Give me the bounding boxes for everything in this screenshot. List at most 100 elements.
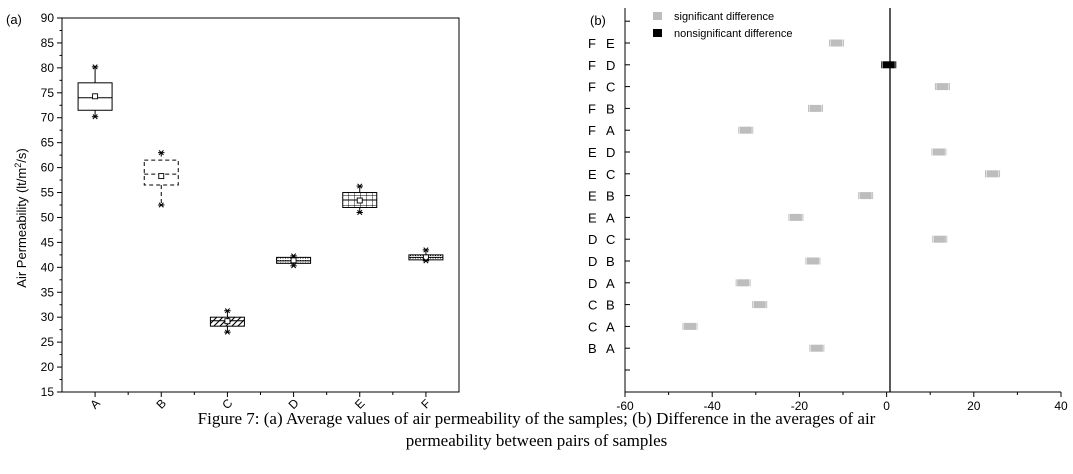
- pair-label-second: A: [606, 123, 615, 138]
- pair-label-second: B: [606, 189, 615, 204]
- significant-marker: [809, 104, 822, 112]
- pair-label-first: C: [588, 319, 597, 334]
- y-tick-label: 75: [41, 86, 55, 100]
- y-tick-label: 45: [41, 235, 55, 249]
- significant-marker: [830, 39, 843, 47]
- pair-label-second: B: [606, 101, 615, 116]
- max-marker: [158, 150, 165, 156]
- x-tick-label: 0: [883, 399, 890, 413]
- max-marker: [422, 247, 430, 253]
- box-A: [77, 64, 113, 120]
- significant-marker: [789, 213, 802, 221]
- y-tick-label: 35: [41, 285, 55, 299]
- pair-label-second: A: [606, 319, 615, 334]
- pair-label-first: B: [588, 341, 597, 356]
- significant-marker: [936, 83, 949, 91]
- y-tick-label: 50: [41, 210, 55, 224]
- significant-marker: [739, 126, 752, 134]
- pair-label-first: D: [588, 276, 597, 291]
- min-marker: [290, 263, 297, 269]
- x-tick-label: -20: [791, 399, 809, 413]
- y-tick-label: 15: [41, 385, 55, 399]
- y-tick-label: 85: [41, 36, 55, 50]
- significant-marker: [986, 170, 999, 178]
- significant-marker: [932, 148, 945, 156]
- pair-label-first: D: [588, 254, 597, 269]
- pair-label-first: E: [588, 145, 597, 160]
- figure-caption: Figure 7: (a) Average values of air perm…: [0, 408, 1073, 452]
- pair-label-first: D: [588, 232, 597, 247]
- pair-label-first: F: [588, 80, 596, 95]
- y-tick-label: 40: [41, 260, 55, 274]
- significant-marker: [753, 301, 766, 309]
- x-tick-label: -60: [616, 399, 634, 413]
- y-tick-label: 20: [41, 360, 55, 374]
- min-marker: [356, 209, 363, 216]
- significant-marker: [859, 192, 872, 200]
- pair-label-second: C: [606, 167, 615, 182]
- box-body: [143, 159, 179, 186]
- mean-marker: [356, 197, 363, 204]
- pair-label-second: A: [606, 276, 615, 291]
- mean-marker: [158, 173, 165, 180]
- legend: significant difference nonsignificant di…: [653, 11, 792, 40]
- y-tick-label: 60: [41, 161, 55, 175]
- mean-marker: [224, 318, 231, 325]
- pair-label-first: E: [588, 189, 597, 204]
- box-C: [209, 308, 245, 335]
- min-marker: [224, 329, 231, 335]
- plot-frame-a: [61, 17, 460, 393]
- y-axis: 15 20 25 30 35 40 45 50 55 60 65 70 75 80 85 90: [41, 11, 62, 399]
- min-marker: [422, 258, 430, 264]
- pair-label-second: D: [606, 58, 615, 73]
- pair-label-second: C: [606, 80, 615, 95]
- box-plots: [77, 64, 444, 335]
- box-E: [342, 183, 378, 216]
- pair-label-first: E: [588, 210, 597, 225]
- pair-label-first: F: [588, 123, 596, 138]
- panel-a: (a) Air Permeability (lt/m2/s) 15 20 25 30 3…: [6, 11, 460, 412]
- caption-line-2: permeability between pairs of samples: [405, 431, 668, 450]
- y-tick-label: 70: [41, 111, 55, 125]
- caption-line-1: Figure 7: (a) Average values of air perm…: [197, 409, 876, 428]
- x-tick-label: 40: [1054, 399, 1068, 413]
- max-marker: [91, 64, 99, 70]
- x-axis-b: -60 -40 -20 0 20 40: [616, 392, 1068, 413]
- box-B: [143, 150, 179, 208]
- pair-label-second: A: [606, 210, 615, 225]
- y-tick-label: 30: [41, 310, 55, 324]
- pair-label-first: F: [588, 101, 596, 116]
- mean-marker: [92, 93, 99, 100]
- mean-marker: [422, 254, 429, 261]
- significant-marker: [683, 322, 696, 330]
- y-tick-label: 25: [41, 335, 55, 349]
- y-tick-label: 65: [41, 136, 55, 150]
- x-tick-label: -40: [704, 399, 722, 413]
- pair-label-first: C: [588, 298, 597, 313]
- legend-label-nonsignificant: nonsignificant difference: [674, 28, 792, 40]
- max-marker: [290, 253, 297, 259]
- nonsignificant-marker: [882, 61, 895, 69]
- legend-swatch-nonsignificant: [653, 29, 662, 37]
- pair-label-second: B: [606, 298, 615, 313]
- y-tick-label: 55: [41, 186, 55, 200]
- min-marker: [158, 202, 165, 208]
- pair-label-second: B: [606, 254, 615, 269]
- significant-marker: [806, 257, 819, 265]
- pair-label-first: F: [588, 58, 596, 73]
- significant-marker: [933, 235, 946, 243]
- box-D: [276, 253, 312, 269]
- legend-label-significant: significant difference: [674, 11, 774, 23]
